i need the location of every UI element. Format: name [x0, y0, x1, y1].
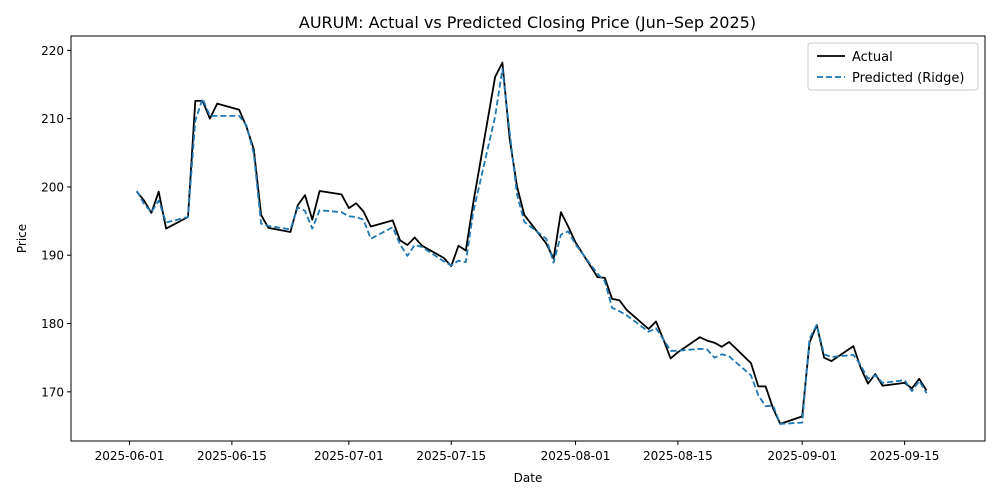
x-tick-label: 2025-08-01: [541, 449, 611, 463]
legend-label-actual: Actual: [852, 50, 893, 65]
y-tick-label: 200: [41, 180, 64, 194]
chart-title: AURUM: Actual vs Predicted Closing Price…: [299, 13, 756, 32]
y-axis-title: Price: [15, 224, 29, 253]
plot-frame: [70, 35, 986, 442]
x-axis: 2025-06-01 2025-06-15 2025-07-01 2025-07-15…: [95, 441, 940, 463]
x-tick-label: 2025-09-15: [870, 449, 940, 463]
y-tick-label: 190: [41, 249, 64, 263]
series-layer: [136, 61, 928, 425]
legend: Actual Predicted (Ridge): [807, 42, 979, 91]
y-tick-label: 210: [41, 112, 64, 126]
y-tick-label: 180: [41, 317, 64, 331]
x-tick-label: 2025-07-01: [314, 449, 384, 463]
x-tick-label: 2025-09-01: [767, 449, 837, 463]
y-tick-label: 170: [41, 385, 64, 399]
series-line-actual: [136, 61, 928, 425]
series-line-predicted: [136, 67, 928, 425]
y-axis: 170 180 190 200 210 220: [41, 44, 71, 399]
x-tick-label: 2025-08-15: [643, 449, 713, 463]
x-tick-label: 2025-06-01: [95, 449, 165, 463]
x-axis-title: Date: [514, 471, 543, 485]
x-tick-label: 2025-06-15: [197, 449, 267, 463]
x-tick-label: 2025-07-15: [416, 449, 486, 463]
legend-label-predicted: Predicted (Ridge): [852, 71, 964, 86]
legend-box: [807, 42, 979, 91]
y-tick-label: 220: [41, 44, 64, 58]
